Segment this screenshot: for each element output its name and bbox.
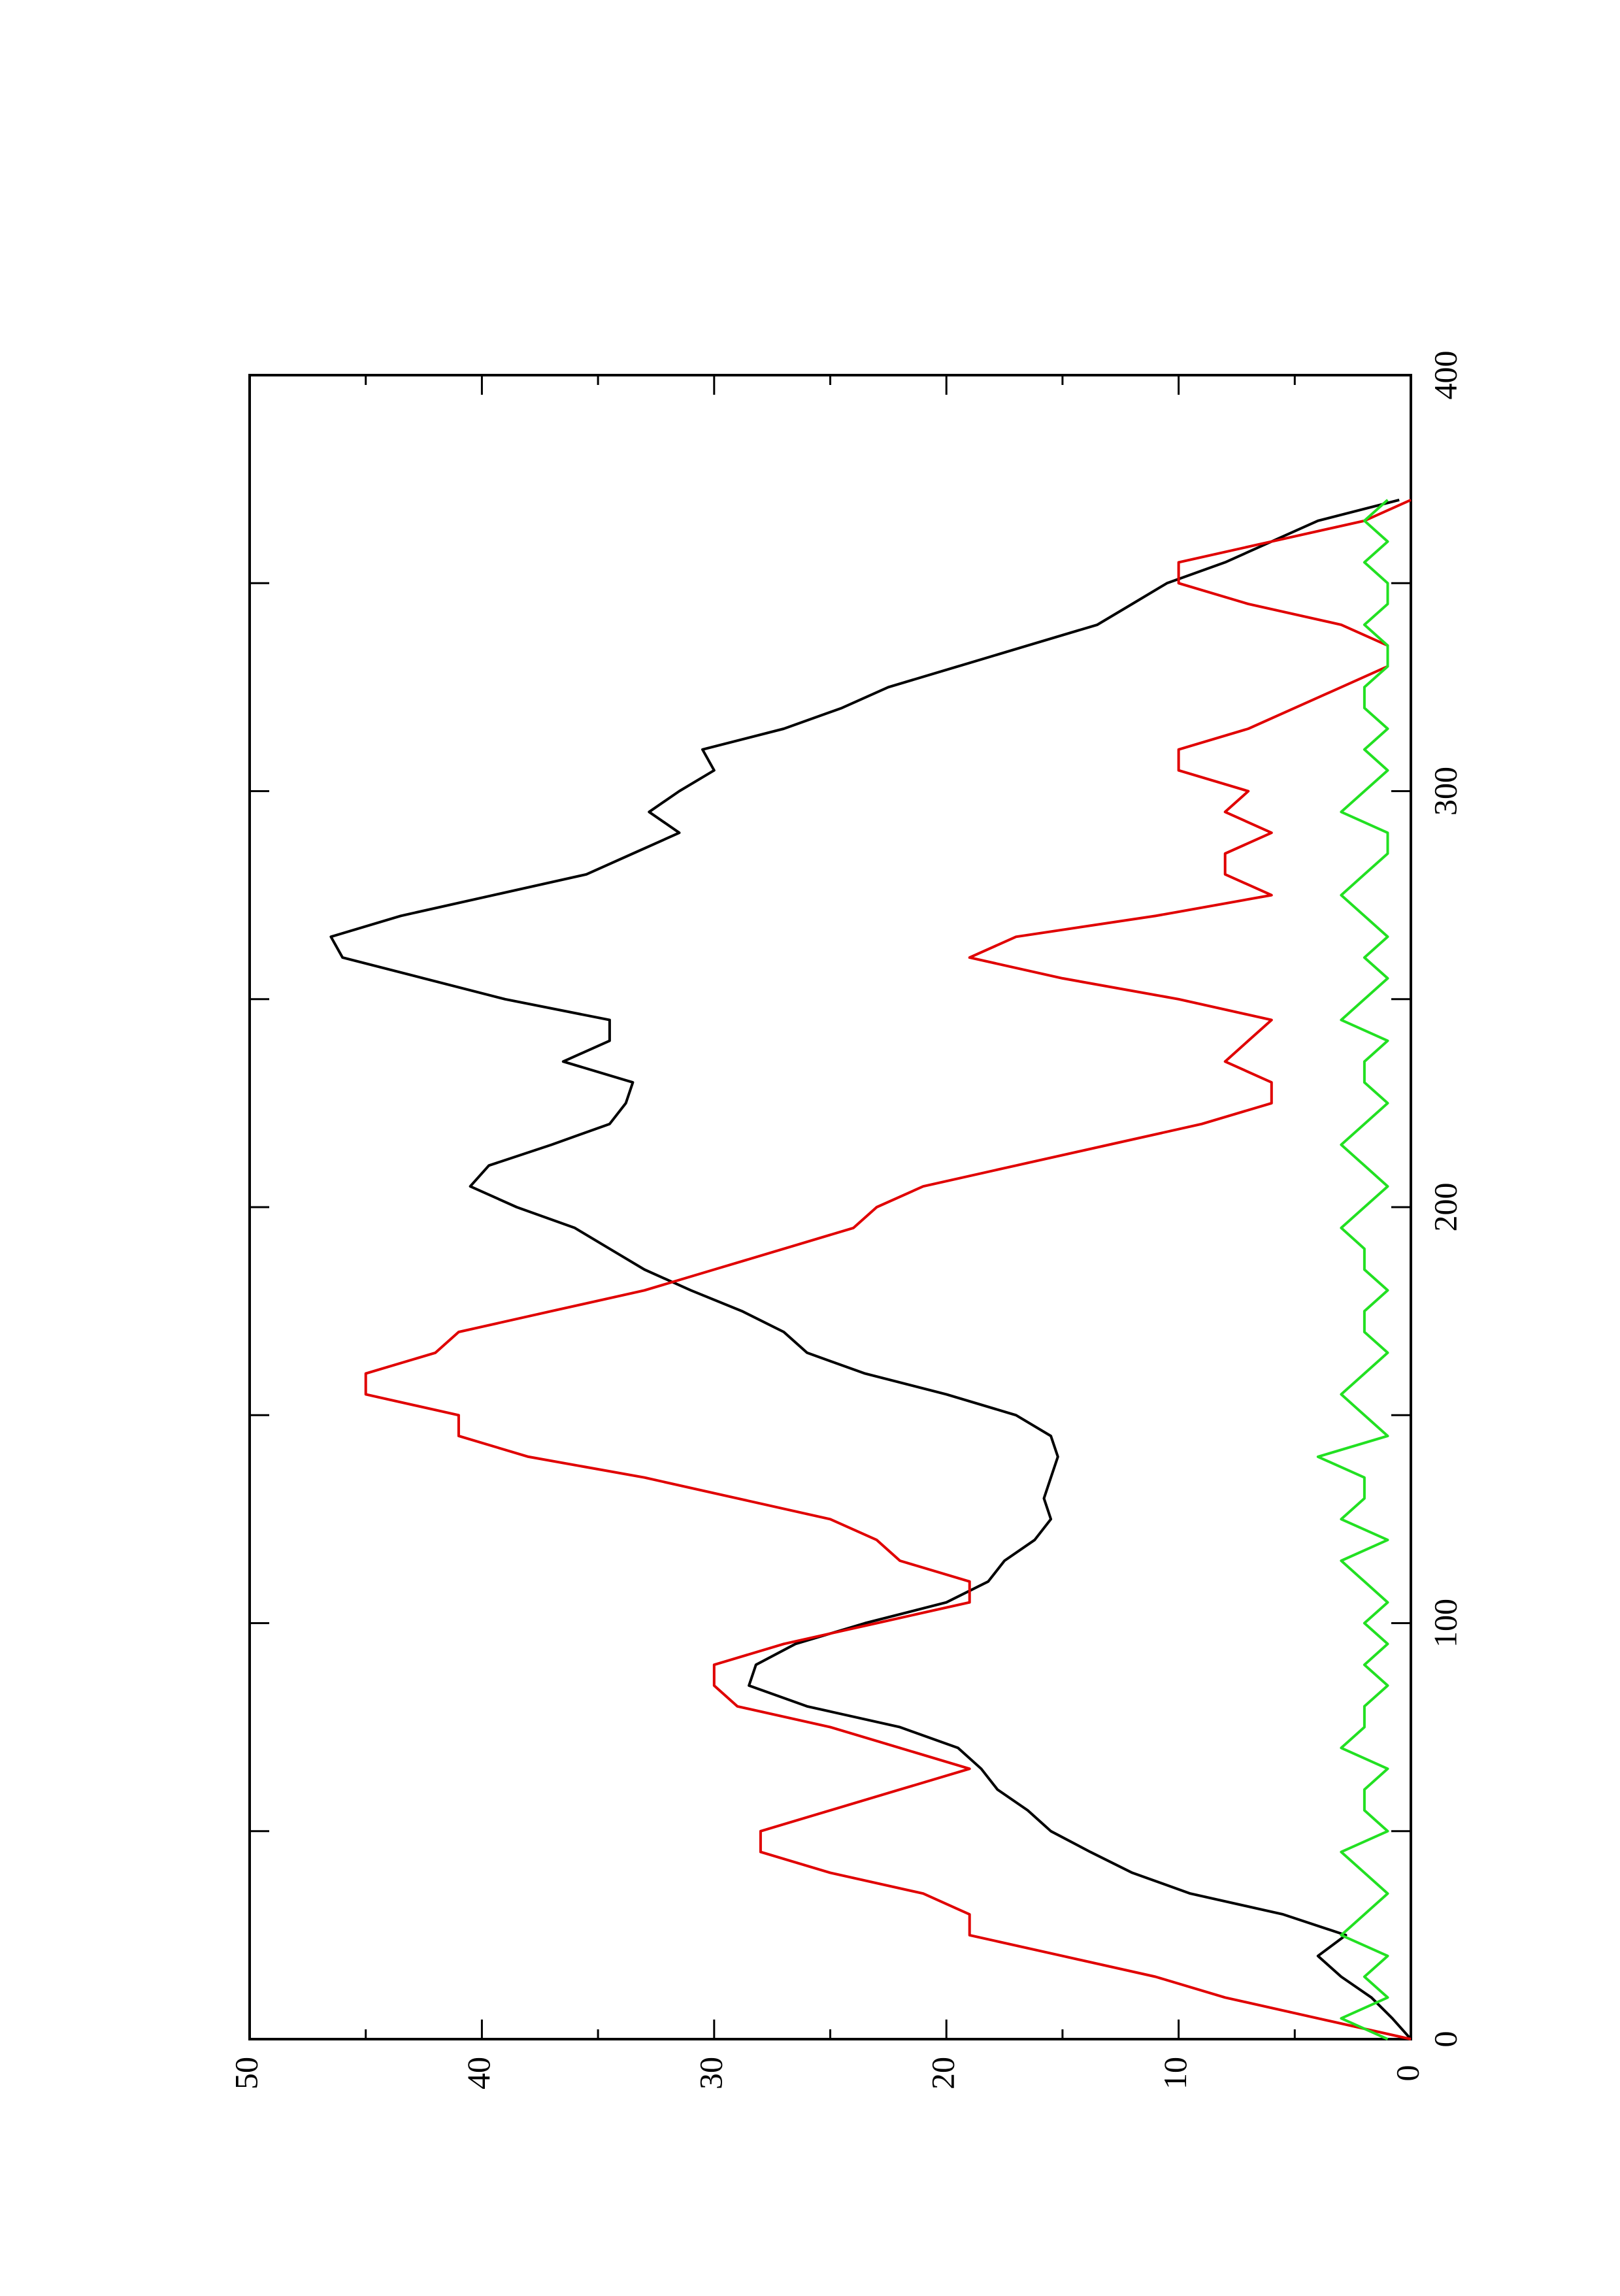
y-tick-label: 20 [925,2057,961,2089]
series-line [329,498,1412,2040]
y-tick-label: 40 [460,2057,497,2089]
plot-frame [248,374,1412,2040]
y-tick-label: 30 [692,2057,729,2089]
x-tick-label: 300 [1427,767,1463,816]
y-tick-label: 0 [1389,2065,1425,2082]
y-tick-label: 10 [1157,2057,1193,2089]
series-line [364,499,1412,2040]
x-tick-label: 100 [1427,1599,1463,1648]
series-line [1316,499,1389,2040]
y-tick-label: 50 [227,2057,264,2089]
x-tick-label: 400 [1427,351,1463,400]
x-tick-label: 200 [1427,1183,1463,1232]
x-tick-label: 0 [1427,2031,1463,2048]
